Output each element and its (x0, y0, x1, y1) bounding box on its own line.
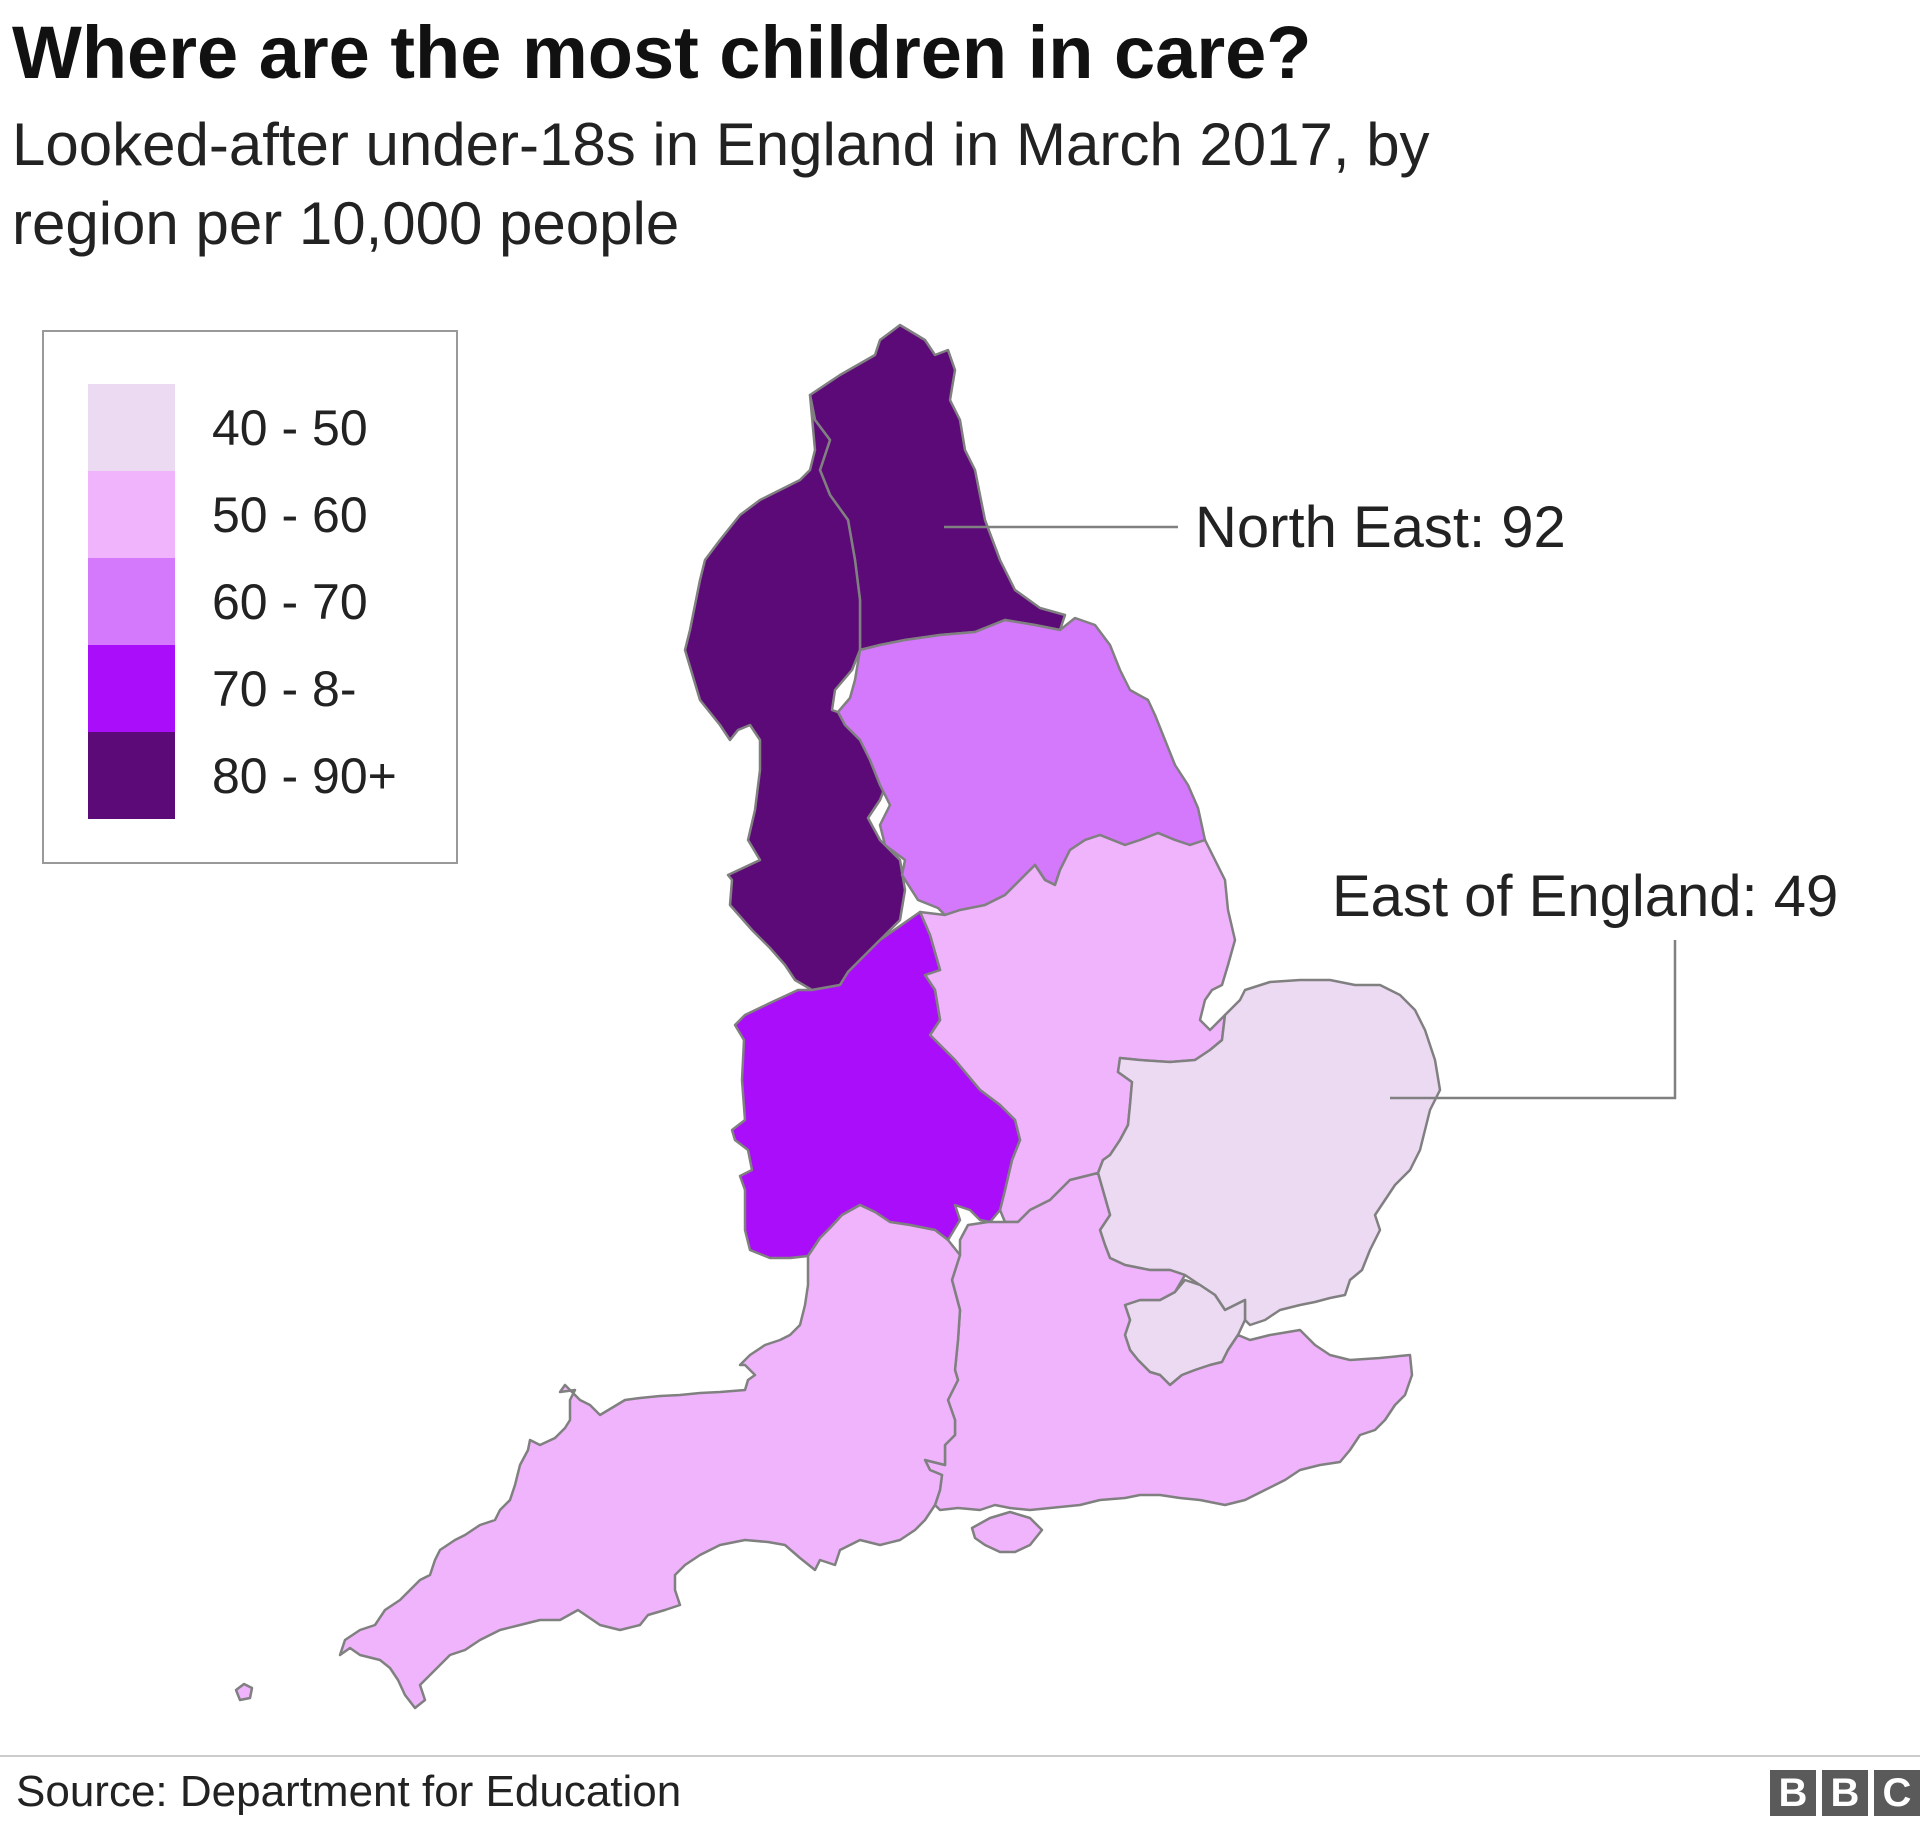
source-note: Source: Department for Education (16, 1767, 682, 1816)
legend-label: 70 - 8- (212, 660, 357, 717)
legend-label: 60 - 70 (212, 573, 368, 630)
map-legend: 40 - 50 50 - 60 60 - 70 70 - 8- 80 - 90+ (42, 330, 458, 864)
legend-item: 70 - 8- (88, 645, 448, 732)
chart-subtitle: Looked-after under-18s in England in Mar… (12, 111, 1430, 257)
legend-swatch (88, 645, 175, 732)
bbc-logo-letter: C (1874, 1770, 1920, 1816)
legend-item: 80 - 90+ (88, 732, 448, 819)
legend-swatch (88, 471, 175, 558)
callout-label-north-east: North East: 92 (1195, 495, 1566, 560)
legend-label: 40 - 50 (212, 399, 368, 456)
bbc-logo-letter: B (1822, 1770, 1868, 1816)
region-south-west (338, 1203, 962, 1710)
legend-item: 40 - 50 (88, 384, 448, 471)
callout-east-of-england: East of England: 49 (1332, 864, 1838, 1100)
footer-divider (0, 1755, 1920, 1757)
legend-swatch (88, 384, 175, 471)
region-north-west (683, 393, 907, 992)
legend-item: 60 - 70 (88, 558, 448, 645)
legend-label: 50 - 60 (212, 486, 368, 543)
region-isles-of-scilly (234, 1682, 254, 1702)
callout-label-east-of-england: East of England: 49 (1332, 864, 1838, 929)
bbc-logo: B B C (1770, 1770, 1920, 1816)
legend-label: 80 - 90+ (212, 747, 397, 804)
bbc-logo-letter: B (1770, 1770, 1816, 1816)
callout-north-east: North East: 92 (944, 495, 1566, 560)
chart-title: Where are the most children in care? (12, 11, 1312, 94)
legend-swatch (88, 558, 175, 645)
legend-item: 50 - 60 (88, 471, 448, 558)
legend-swatch (88, 732, 175, 819)
leader-line-east-of-england (1390, 940, 1677, 1100)
region-isle-of-wight (970, 1510, 1044, 1554)
